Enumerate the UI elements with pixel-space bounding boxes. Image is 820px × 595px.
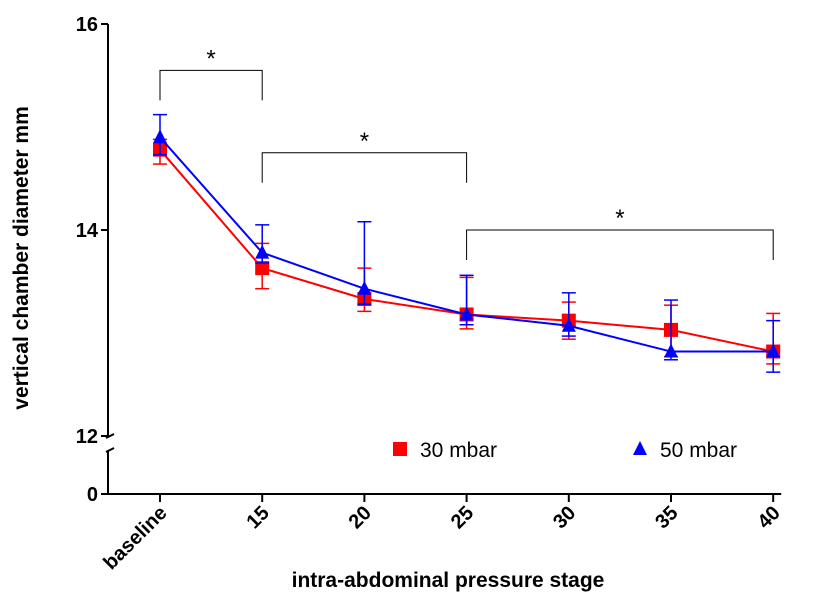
- square-marker: [393, 442, 407, 456]
- y-axis-break-mark: [105, 433, 115, 439]
- significance-star: *: [615, 205, 624, 232]
- legend-label: 30 mbar: [420, 439, 497, 462]
- y-tick-label: 12: [76, 426, 98, 448]
- x-tick-label: 25: [447, 502, 478, 533]
- series-1: [153, 113, 781, 373]
- triangle-marker: [459, 306, 474, 321]
- legend: 30 mbar 50 mbar: [393, 439, 737, 462]
- x-tick-label: baseline: [99, 502, 171, 574]
- significance-star: *: [206, 45, 215, 72]
- legend-label: 50 mbar: [660, 439, 737, 462]
- series-layer: [153, 113, 781, 373]
- x-tick-label: 30: [549, 502, 580, 533]
- triangle-marker: [153, 129, 167, 144]
- y-axis-title: vertical chamber diameter mm: [10, 106, 33, 409]
- significance-bracket: [159, 69, 263, 101]
- y-axis-break-mark: [105, 447, 115, 453]
- triangle-marker: [255, 244, 270, 259]
- square-marker: [255, 261, 270, 276]
- triangle-marker: [357, 280, 372, 295]
- x-axis-title: intra-abdominal pressure stage: [292, 569, 605, 592]
- triangle-marker: [664, 343, 678, 358]
- triangle-marker: [766, 343, 781, 358]
- significance-bracket: [466, 229, 774, 260]
- x-tick-label: 15: [242, 502, 273, 533]
- significance-bracket: [261, 152, 468, 183]
- y-tick-label: 16: [76, 14, 98, 36]
- x-tick-label: 35: [651, 502, 682, 533]
- significance-star: *: [360, 128, 369, 155]
- x-tick-label: 20: [345, 502, 376, 533]
- axes: 0 12 14 16 baseline 15 20 25 30 35 40: [76, 14, 785, 574]
- y-tick-label: 0: [87, 484, 98, 506]
- triangle-marker: [633, 441, 647, 455]
- significance-annotations: * * *: [159, 45, 774, 260]
- y-tick-label: 14: [76, 220, 99, 242]
- x-tick-label: 40: [753, 502, 784, 533]
- triangle-marker: [561, 317, 576, 332]
